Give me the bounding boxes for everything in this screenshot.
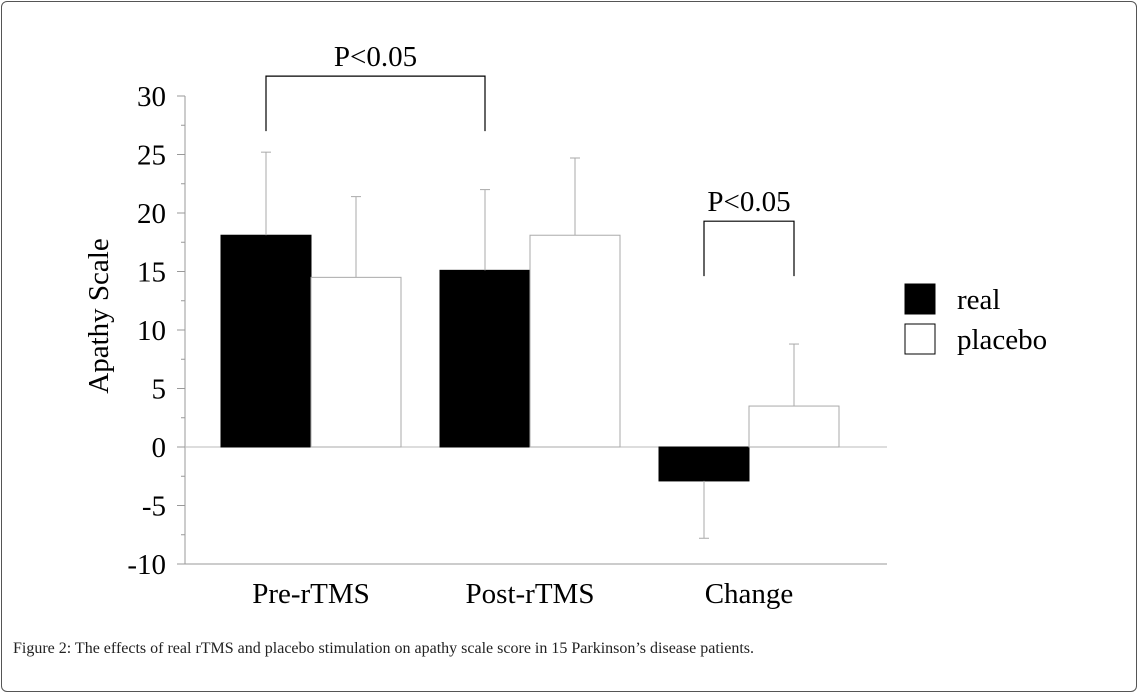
significance-bracket — [703, 220, 795, 277]
y-tick-label: -5 — [142, 491, 166, 523]
legend-label-real: real — [957, 284, 1000, 316]
y-tick-label: 0 — [152, 432, 167, 464]
y-tick-label: 15 — [137, 257, 166, 289]
y-axis-label: Apathy Scale — [83, 238, 115, 393]
x-tick-label: Pre-rTMS — [252, 578, 370, 610]
bar-placebo-change — [748, 405, 840, 448]
legend-swatch-placebo — [904, 323, 936, 355]
y-tick-label: 25 — [137, 140, 166, 172]
x-tick-label: Change — [705, 578, 794, 610]
legend-label-placebo: placebo — [957, 324, 1047, 356]
x-tick-label: Post-rTMS — [466, 578, 595, 610]
significance-bracket — [265, 75, 486, 132]
bar-real-post-rtms — [439, 269, 531, 448]
bar-real-pre-rtms — [220, 234, 312, 448]
significance-label: P<0.05 — [334, 41, 417, 73]
figure-caption: Figure 2: The effects of real rTMS and p… — [13, 640, 754, 657]
y-tick-label: -10 — [127, 549, 166, 581]
bar-placebo-pre-rtms — [310, 276, 402, 448]
y-tick-label: 30 — [137, 81, 166, 113]
bar-placebo-post-rtms — [529, 234, 621, 448]
y-tick-label: 5 — [152, 374, 167, 406]
y-tick-label: 20 — [137, 198, 166, 230]
significance-label: P<0.05 — [707, 186, 790, 218]
bar-chart: 30 25 20 15 10 5 0 -5 -10 Apathy Scale Pre-rTMS Pos… — [83, 41, 1047, 610]
legend-swatch-real — [904, 283, 936, 315]
bar-real-change — [658, 446, 750, 482]
y-tick-label: 10 — [137, 315, 166, 347]
